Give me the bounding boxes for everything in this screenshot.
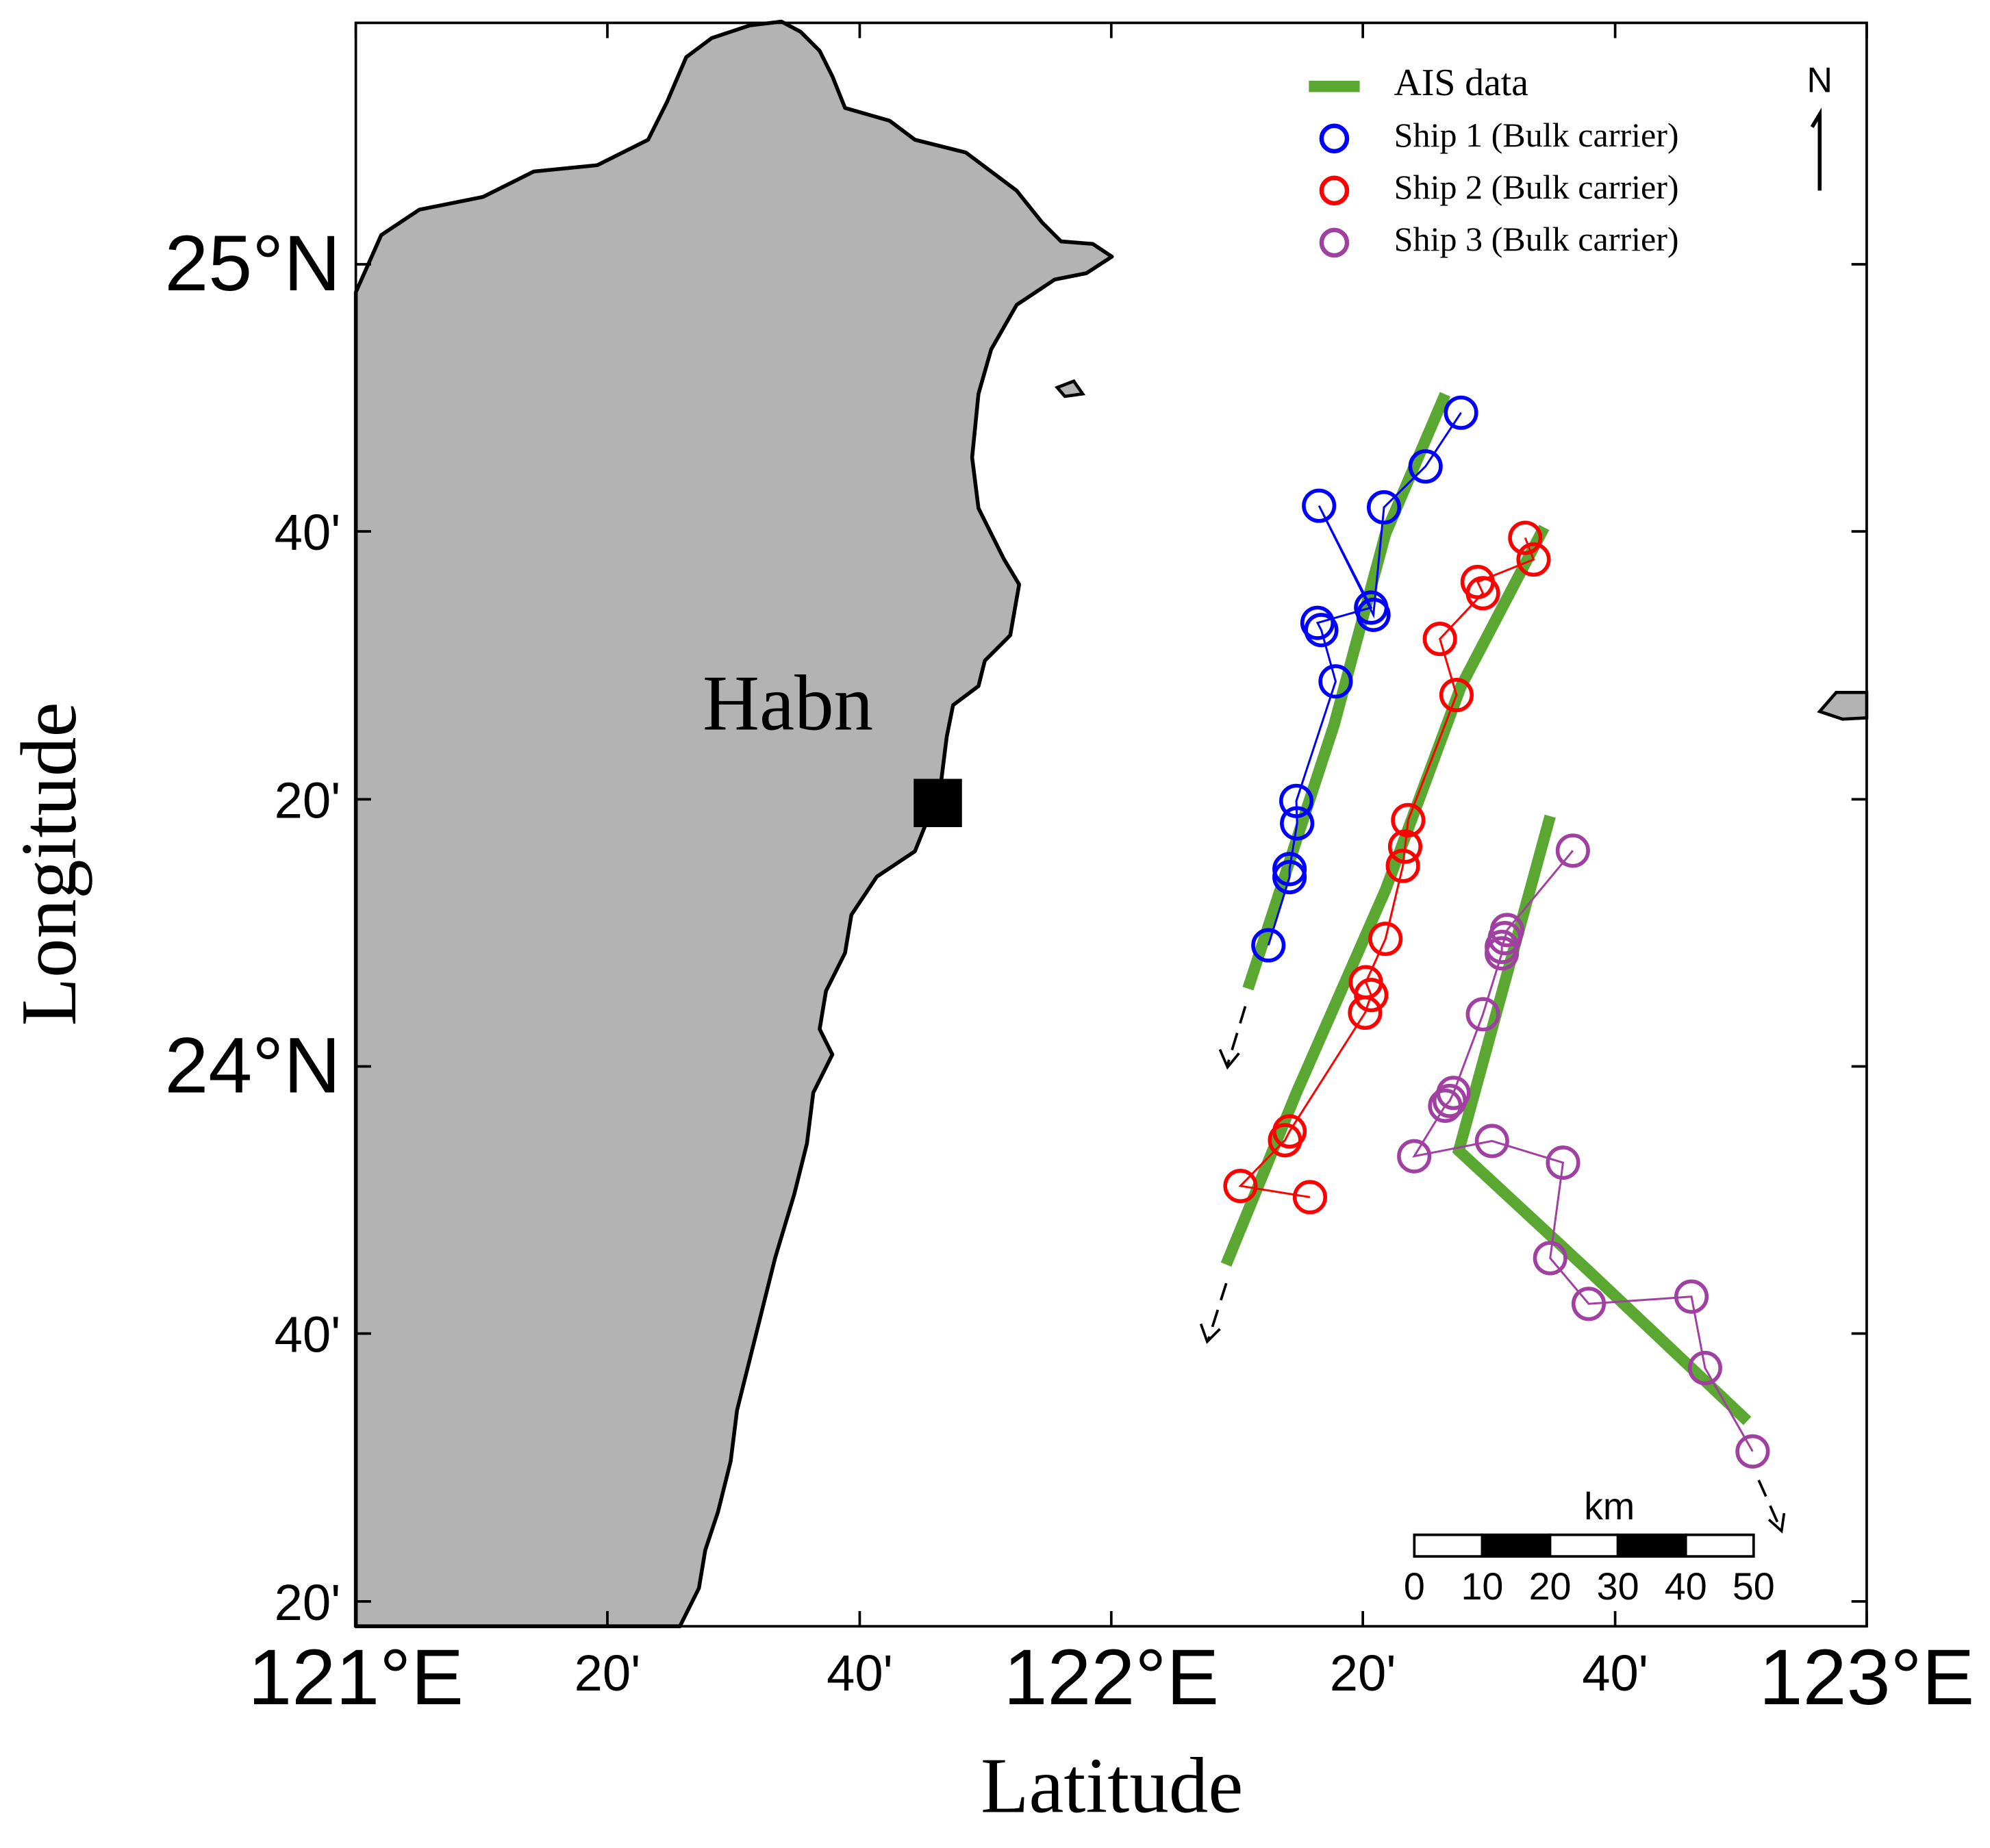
- x-tick-label: 40': [827, 1645, 893, 1701]
- legend-swatch: [1319, 227, 1350, 258]
- ship-position: [1508, 520, 1543, 555]
- ship-track: [1238, 537, 1535, 1198]
- ship-position: [1474, 1124, 1509, 1159]
- ship-position: [1304, 613, 1339, 648]
- ship-position: [1422, 622, 1457, 657]
- ship-position: [1302, 488, 1337, 523]
- ship-position: [1366, 490, 1402, 525]
- y-tick-label: 24°N: [164, 1022, 340, 1109]
- legend-label: Ship 3 (Bulk carrier): [1394, 220, 1679, 258]
- ship-position: [1428, 1088, 1463, 1123]
- legend-swatch: [1319, 175, 1350, 206]
- ship-position: [1391, 802, 1426, 837]
- island: [1817, 690, 1869, 721]
- ship-position: [1385, 848, 1420, 883]
- ship-position: [1674, 1279, 1709, 1314]
- ship-position: [1272, 852, 1307, 887]
- island: [1055, 379, 1086, 398]
- north-arrow: [1810, 107, 1822, 191]
- ship-position: [1555, 833, 1590, 868]
- scale-unit: km: [1584, 1485, 1635, 1528]
- ship-position: [1354, 590, 1389, 625]
- ship-position: [1571, 1287, 1607, 1321]
- ship-position: [1251, 928, 1286, 963]
- y-tick-label: 20': [275, 772, 341, 828]
- x-tick-label: 20': [575, 1645, 641, 1701]
- ship-position: [1465, 576, 1500, 611]
- ship-position: [1279, 783, 1314, 818]
- ship-position: [1268, 1123, 1302, 1158]
- x-tick-label: 122°E: [1003, 1634, 1219, 1721]
- scale-label: 30: [1597, 1565, 1639, 1608]
- direction-arrows: [1199, 1006, 1786, 1534]
- ship-position: [1408, 449, 1443, 484]
- ship-position: [1368, 922, 1403, 957]
- legend-label: Ship 1 (Bulk carrier): [1394, 116, 1679, 154]
- ship-position: [1432, 1083, 1468, 1118]
- ship-position: [1348, 995, 1383, 1030]
- x-tick-label: 121°E: [248, 1634, 464, 1721]
- ship-position: [1292, 1180, 1327, 1215]
- ship-position: [1444, 395, 1478, 430]
- legend-label: Ship 2 (Bulk carrier): [1394, 168, 1679, 206]
- ship-position: [1533, 1241, 1567, 1276]
- y-axis-label: Longitude: [5, 702, 92, 1026]
- ship-position: [1397, 1139, 1432, 1174]
- ship-position: [1272, 859, 1307, 895]
- y-tick-label: 25°N: [164, 220, 340, 307]
- scale-segment: [1684, 1533, 1755, 1558]
- north-label: N: [1807, 60, 1833, 100]
- ship-position: [1516, 542, 1551, 577]
- x-axis-label: Latitude: [981, 1742, 1243, 1830]
- ship-position: [1735, 1434, 1770, 1469]
- x-tick-label: 40': [1582, 1645, 1648, 1701]
- ship-position: [1354, 978, 1389, 1013]
- scale-segment: [1413, 1533, 1484, 1558]
- ship-position: [1387, 829, 1422, 864]
- scale-label: 10: [1461, 1565, 1503, 1608]
- scale-label: 50: [1733, 1565, 1775, 1608]
- ship-position: [1439, 678, 1474, 713]
- ship-position: [1318, 664, 1353, 699]
- scale-segment: [1481, 1533, 1552, 1558]
- scale-label: 40: [1665, 1565, 1707, 1608]
- ship-position: [1280, 806, 1315, 841]
- ship-position: [1223, 1168, 1258, 1204]
- land: [353, 19, 1114, 1628]
- ship-position: [1485, 936, 1520, 971]
- scale-label: 0: [1404, 1565, 1425, 1608]
- y-tick-label: 20': [275, 1574, 341, 1631]
- legend-swatch: [1319, 123, 1350, 154]
- place-marker: [914, 779, 962, 828]
- legend-label: AIS data: [1394, 62, 1528, 104]
- scale-label: 20: [1529, 1565, 1572, 1608]
- scale-segment: [1548, 1533, 1620, 1558]
- place-label: Habn: [703, 659, 873, 747]
- y-tick-label: 40': [275, 504, 341, 561]
- ship-position: [1687, 1350, 1722, 1386]
- x-tick-label: 123°E: [1759, 1634, 1975, 1721]
- y-tick-label: 40': [275, 1306, 341, 1363]
- scale-segment: [1616, 1533, 1687, 1558]
- x-tick-label: 20': [1330, 1645, 1396, 1701]
- ship-position: [1546, 1145, 1580, 1180]
- ais-track: [1452, 814, 1752, 1426]
- ship-position: [1465, 997, 1500, 1032]
